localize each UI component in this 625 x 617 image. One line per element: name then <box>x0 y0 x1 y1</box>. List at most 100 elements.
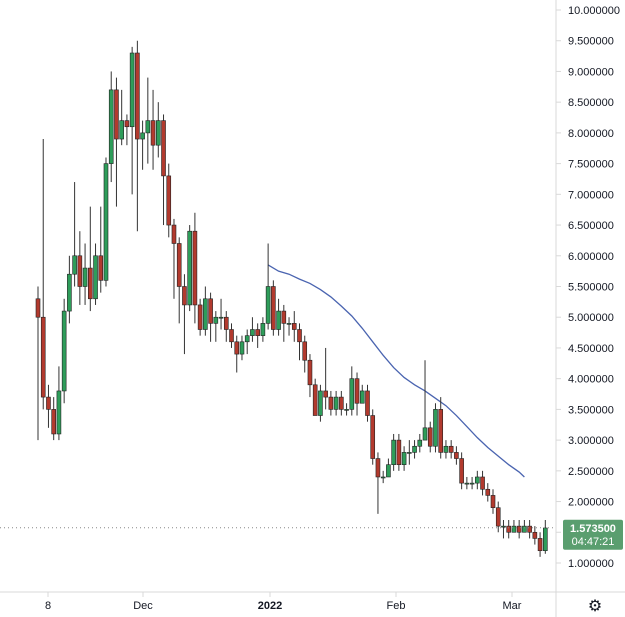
candle <box>380 470 386 484</box>
last-price-badge-bg <box>563 519 623 550</box>
candle-body-down <box>161 120 166 177</box>
candle-body-down <box>46 396 51 410</box>
candle <box>281 304 287 342</box>
candle-body-up <box>250 329 255 336</box>
price-axis[interactable]: 10.000000 9.500000 9.000000 8.500000 8.00000… <box>556 5 620 570</box>
candle-body-up <box>239 341 245 355</box>
candle-body-up <box>61 310 67 392</box>
candle <box>370 409 376 465</box>
candle-body-down <box>370 415 376 459</box>
candle <box>161 114 166 226</box>
x-tick-label: Mar <box>503 600 522 612</box>
candle <box>469 476 475 490</box>
candle <box>396 433 402 471</box>
candle-body-up <box>265 286 271 324</box>
candle <box>265 243 271 330</box>
candle <box>454 446 459 465</box>
moving-average-line <box>267 264 525 478</box>
candle-body-up <box>475 476 480 484</box>
candle <box>255 323 260 348</box>
candle-body-down <box>229 329 234 343</box>
moving-average-layer <box>267 264 525 478</box>
candle-body-down <box>480 476 485 490</box>
candle <box>339 390 344 416</box>
candle <box>323 347 328 410</box>
y-tick-label: 8.000000 <box>568 128 614 140</box>
candle <box>218 298 224 330</box>
candle-body-up <box>145 120 151 134</box>
candle-body-down <box>516 525 522 533</box>
candle <box>171 218 177 299</box>
y-tick-label: 6.500000 <box>568 220 614 232</box>
candle <box>485 483 491 502</box>
candle <box>511 519 517 533</box>
candle <box>333 390 339 416</box>
candle <box>40 139 46 410</box>
candle-body-up <box>286 323 292 325</box>
candle <box>459 452 464 490</box>
candle-body-up <box>72 255 77 275</box>
candle-body-up <box>433 409 438 447</box>
candle-body-down <box>135 52 140 140</box>
candle-body-up <box>108 89 114 164</box>
candle-body-up <box>82 267 88 287</box>
y-tick-label: 9.500000 <box>568 36 614 48</box>
candle <box>375 452 381 514</box>
candle <box>297 323 302 361</box>
candle-body-up <box>213 316 219 324</box>
candle-body-up <box>155 120 161 146</box>
candle-body-up <box>443 445 449 453</box>
y-tick-label: 3.000000 <box>568 435 614 447</box>
candle-body-down <box>271 286 276 330</box>
candle <box>407 440 412 465</box>
y-tick-label: 2.500000 <box>568 466 614 478</box>
candle-body-down <box>454 452 459 459</box>
x-tick-label: Dec <box>133 600 153 612</box>
candle-body-down <box>192 230 198 306</box>
candle <box>129 46 135 195</box>
candle-body-up <box>407 452 412 454</box>
candle-body-up <box>401 452 407 465</box>
candle-body-down <box>51 409 56 435</box>
candle <box>239 335 245 361</box>
candle <box>150 89 156 170</box>
candle-body-down <box>537 538 543 552</box>
x-tick-label: Feb <box>387 600 406 612</box>
candle <box>197 298 203 336</box>
candle <box>46 384 51 428</box>
candle-body-up <box>464 482 470 485</box>
y-tick-label: 9.000000 <box>568 66 614 78</box>
last-price-badge: 1.573500 04:47:21 <box>563 519 623 550</box>
candle <box>312 378 318 416</box>
settings-gear-icon[interactable]: ⚙ <box>587 598 603 615</box>
candle-body-down <box>427 427 433 447</box>
candle <box>543 519 548 554</box>
candle-body-up <box>386 464 391 478</box>
candle-body-up <box>349 378 355 410</box>
candle <box>98 206 104 293</box>
candle-body-up <box>56 390 62 435</box>
candle <box>422 360 428 441</box>
time-axis[interactable]: 8 Dec 2022 Feb Mar <box>45 592 522 612</box>
candle-body-up <box>511 525 517 533</box>
candle <box>140 120 145 170</box>
candle-body-down <box>150 120 156 146</box>
candle-body-down <box>35 298 41 318</box>
candle <box>318 384 323 422</box>
candle <box>234 335 240 373</box>
candle <box>51 397 56 441</box>
y-tick-label: 1.000000 <box>568 558 614 570</box>
candle-body-up <box>67 273 72 312</box>
candle <box>155 102 161 158</box>
plot-area <box>0 40 555 557</box>
candle <box>490 489 496 514</box>
candle <box>208 292 213 342</box>
candle <box>72 182 77 287</box>
candle-body-down <box>339 396 344 410</box>
candle <box>448 440 454 459</box>
candle-body-down <box>88 267 93 300</box>
candle-body-down <box>171 224 177 244</box>
candle <box>359 384 365 404</box>
candles-layer <box>35 40 548 557</box>
